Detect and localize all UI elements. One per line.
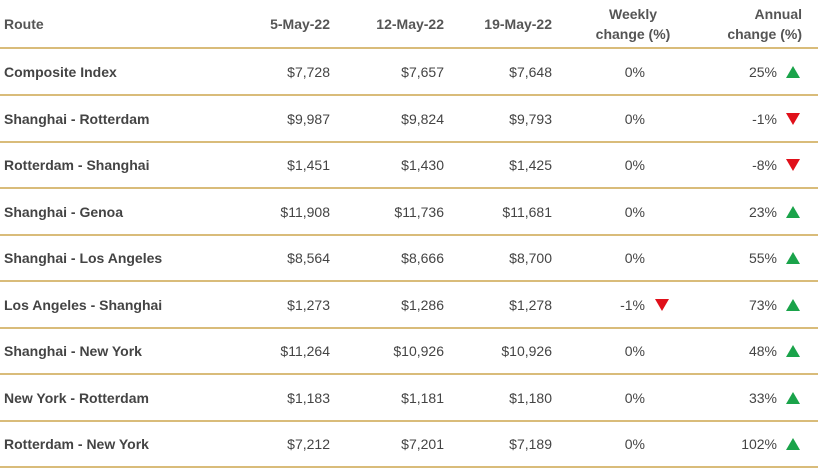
trend-arrow xyxy=(786,112,800,125)
header-cell: Weekly change (%) xyxy=(595,6,671,42)
route-name: New York - Rotterdam xyxy=(4,389,149,406)
price: $10,926 xyxy=(501,343,552,359)
weekly-change: 0% xyxy=(624,436,645,452)
price: $7,212 xyxy=(287,436,330,452)
annual-change: 55% xyxy=(748,250,777,266)
trend-arrow xyxy=(786,345,800,357)
header-cell: Annual change (%) xyxy=(727,6,802,42)
weekly-change: -1% xyxy=(620,296,645,313)
weekly-change: 0% xyxy=(624,343,645,359)
price: $1,425 xyxy=(509,157,552,173)
price: $7,648 xyxy=(509,64,552,80)
annual-change: 23% xyxy=(748,203,777,220)
trend-arrow xyxy=(786,298,800,311)
trend-arrow xyxy=(786,205,800,218)
price: $11,908 xyxy=(280,203,330,220)
price: $11,681 xyxy=(502,203,552,220)
annual-change: 102% xyxy=(741,436,777,452)
price: $1,183 xyxy=(287,389,330,406)
route-name: Shanghai - Rotterdam xyxy=(4,110,150,127)
price: $1,430 xyxy=(401,157,444,173)
route-name: Shanghai - Genoa xyxy=(4,203,124,220)
weekly-change: 0% xyxy=(624,110,645,127)
trend-arrow xyxy=(786,252,800,264)
route-name: Los Angeles - Shanghai xyxy=(4,296,163,313)
price: $10,926 xyxy=(393,343,444,359)
trend-arrow xyxy=(655,298,669,311)
price: $7,728 xyxy=(287,64,330,80)
price: $9,824 xyxy=(401,110,444,127)
annual-change: 33% xyxy=(748,389,777,406)
header-cell: 5-May-22 xyxy=(270,16,330,32)
annual-change: 25% xyxy=(748,64,777,80)
weekly-change: 0% xyxy=(624,250,645,266)
route-name: Composite Index xyxy=(4,64,117,80)
trend-arrow xyxy=(786,159,800,171)
separator xyxy=(0,420,818,422)
header-cell: Route xyxy=(4,16,44,32)
separator xyxy=(0,373,818,375)
weekly-change: 0% xyxy=(624,203,645,220)
price: $11,736 xyxy=(394,203,444,220)
price: $9,793 xyxy=(509,110,552,127)
separator xyxy=(0,141,818,143)
annual-change: -8% xyxy=(752,157,777,173)
route-name: Rotterdam - New York xyxy=(4,436,149,452)
annual-change: -1% xyxy=(752,110,777,127)
separator xyxy=(0,47,818,49)
price: $8,666 xyxy=(401,250,444,266)
price: $11,264 xyxy=(280,343,330,359)
trend-arrow xyxy=(786,391,800,404)
price: $8,700 xyxy=(509,250,552,266)
header-cell: 19-May-22 xyxy=(484,16,552,32)
weekly-change: 0% xyxy=(624,157,645,173)
weekly-change: 0% xyxy=(624,389,645,406)
header-cell: 12-May-22 xyxy=(376,16,444,32)
trend-arrow xyxy=(786,66,800,78)
price: $1,273 xyxy=(287,296,330,313)
separator xyxy=(0,94,818,96)
price: $1,451 xyxy=(287,157,330,173)
annual-change: 73% xyxy=(748,296,777,313)
separator xyxy=(0,280,818,282)
price: $7,657 xyxy=(401,64,444,80)
route-name: Shanghai - New York xyxy=(4,343,142,359)
annual-change: 48% xyxy=(748,343,777,359)
price: $7,189 xyxy=(509,436,552,452)
route-name: Rotterdam - Shanghai xyxy=(4,157,150,173)
separator xyxy=(0,187,818,189)
price: $9,987 xyxy=(287,110,330,127)
route-name: Shanghai - Los Angeles xyxy=(4,250,163,266)
price: $8,564 xyxy=(287,250,330,266)
price: $1,180 xyxy=(509,389,552,406)
price: $1,286 xyxy=(401,296,444,313)
price: $1,278 xyxy=(509,296,552,313)
separator xyxy=(0,234,818,236)
price: $1,181 xyxy=(401,389,444,406)
separator xyxy=(0,327,818,329)
trend-arrow xyxy=(786,438,800,450)
price: $7,201 xyxy=(401,436,444,452)
weekly-change: 0% xyxy=(624,64,645,80)
